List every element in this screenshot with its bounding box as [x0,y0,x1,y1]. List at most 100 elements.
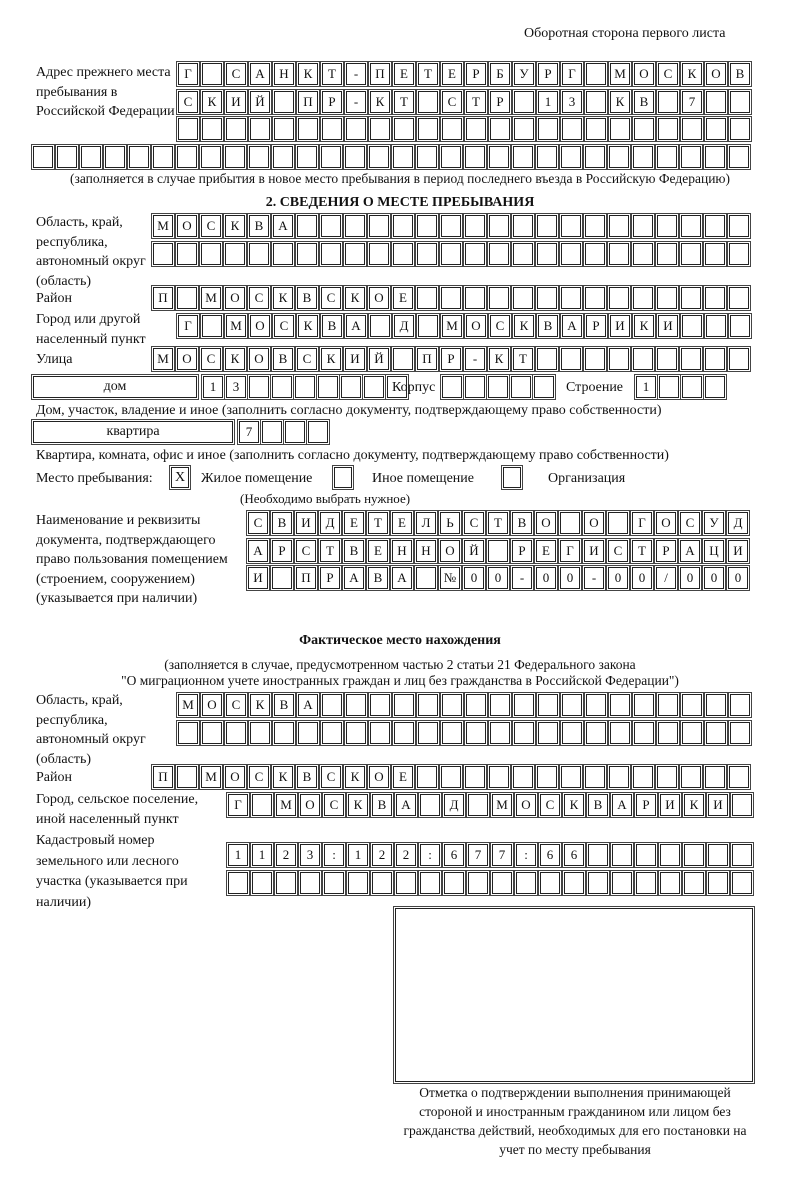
char-box[interactable] [680,374,704,400]
char-box[interactable] [466,870,490,896]
char-box[interactable] [440,116,464,142]
char-box[interactable]: К [271,285,295,311]
char-box[interactable] [703,144,727,170]
char-box[interactable] [79,144,103,170]
char-box[interactable]: В [342,538,366,564]
char-box[interactable] [704,692,728,718]
char-box[interactable] [631,213,655,239]
char-box[interactable] [655,144,679,170]
char-box[interactable]: С [538,792,562,818]
char-box[interactable] [511,764,535,790]
char-box[interactable] [632,692,656,718]
char-box[interactable] [343,144,367,170]
char-box[interactable]: Г [176,313,200,339]
char-box[interactable] [487,285,511,311]
char-box[interactable]: Н [272,61,296,87]
char-box[interactable] [703,764,727,790]
char-box[interactable]: С [199,213,223,239]
char-box[interactable] [487,144,511,170]
char-box[interactable] [608,116,632,142]
char-box[interactable] [343,241,367,267]
char-box[interactable] [487,764,511,790]
char-box[interactable]: Р [488,89,512,115]
char-box[interactable]: 0 [702,565,726,591]
char-box[interactable]: Г [558,538,582,564]
char-box[interactable]: М [224,313,248,339]
char-box[interactable]: И [608,313,632,339]
place-organization-checkbox[interactable] [501,465,523,490]
char-box[interactable]: Е [342,510,366,536]
char-box[interactable] [440,374,464,400]
char-box[interactable] [730,792,754,818]
char-box[interactable] [223,241,247,267]
char-box[interactable] [272,89,296,115]
char-box[interactable] [415,764,439,790]
char-box[interactable]: Е [366,538,390,564]
char-box[interactable]: Г [176,61,200,87]
char-box[interactable] [394,870,418,896]
char-box[interactable]: 1 [226,842,250,868]
char-box[interactable] [655,346,679,372]
char-box[interactable]: 7 [466,842,490,868]
char-box[interactable]: В [536,313,560,339]
char-box[interactable]: Е [391,285,415,311]
char-box[interactable] [391,346,415,372]
char-box[interactable]: В [272,692,296,718]
char-box[interactable]: 0 [630,565,654,591]
char-box[interactable]: Д [392,313,416,339]
char-box[interactable]: С [246,510,270,536]
char-box[interactable]: Й [367,346,391,372]
char-box[interactable] [362,374,386,400]
char-box[interactable]: В [320,313,344,339]
char-box[interactable]: М [608,61,632,87]
char-box[interactable]: К [487,346,511,372]
char-box[interactable] [319,213,343,239]
char-box[interactable] [607,241,631,267]
char-box[interactable]: О [582,510,606,536]
char-box[interactable] [631,764,655,790]
char-box[interactable]: В [295,764,319,790]
char-box[interactable]: 7 [237,419,261,445]
char-box[interactable]: Е [392,61,416,87]
char-box[interactable] [532,374,556,400]
char-box[interactable]: Ь [438,510,462,536]
char-box[interactable] [320,116,344,142]
char-box[interactable] [682,870,706,896]
char-box[interactable] [536,692,560,718]
char-box[interactable] [559,346,583,372]
char-box[interactable]: Е [390,510,414,536]
char-box[interactable]: В [728,61,752,87]
char-box[interactable]: С [224,61,248,87]
char-box[interactable]: М [274,792,298,818]
char-box[interactable] [151,241,175,267]
char-box[interactable]: С [488,313,512,339]
char-box[interactable] [392,720,416,746]
char-box[interactable]: Р [464,61,488,87]
char-box[interactable] [415,241,439,267]
char-box[interactable] [319,241,343,267]
char-box[interactable] [727,144,751,170]
char-box[interactable] [704,89,728,115]
char-box[interactable]: И [343,346,367,372]
char-box[interactable] [634,870,658,896]
char-box[interactable] [463,144,487,170]
char-box[interactable] [586,870,610,896]
char-box[interactable]: О [632,61,656,87]
char-box[interactable] [607,764,631,790]
char-box[interactable]: М [440,313,464,339]
char-box[interactable] [728,313,752,339]
char-box[interactable]: Р [270,538,294,564]
char-box[interactable]: Н [414,538,438,564]
char-box[interactable]: Р [510,538,534,564]
char-box[interactable] [223,144,247,170]
char-box[interactable] [560,720,584,746]
char-box[interactable]: А [296,692,320,718]
char-box[interactable] [730,870,754,896]
char-box[interactable]: С [247,764,271,790]
char-box[interactable]: А [342,565,366,591]
char-box[interactable] [584,116,608,142]
char-box[interactable] [584,61,608,87]
char-box[interactable] [367,144,391,170]
char-box[interactable]: И [656,313,680,339]
char-box[interactable]: В [586,792,610,818]
